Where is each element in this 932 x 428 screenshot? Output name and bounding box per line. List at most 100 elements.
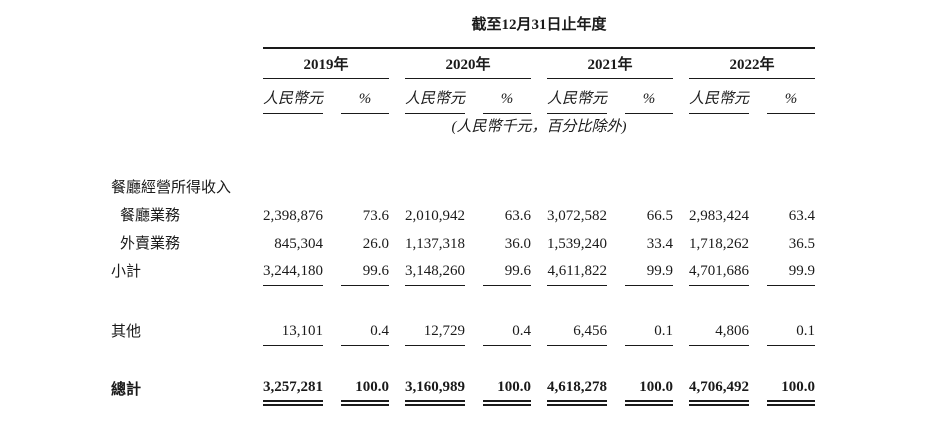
column-spacer: [531, 78, 547, 113]
table-row-subtotal: 小計 3,244,180 99.6 3,148,260 99.6 4,611,822 99.…: [111, 257, 816, 286]
percent-cell: 100.0: [767, 375, 816, 406]
section-spacer-row: [111, 345, 815, 375]
column-spacer: [531, 229, 547, 257]
column-spacer: [465, 317, 483, 345]
column-spacer: [673, 257, 689, 285]
column-spacer: [749, 229, 767, 257]
percent-header-2022: %: [767, 78, 816, 114]
column-spacer: [749, 78, 767, 113]
row-label-restaurant-business: 餐廳業務: [120, 207, 181, 224]
percent-header-2021: %: [625, 78, 673, 114]
amount-header-2020: 人民幣元: [405, 78, 465, 114]
percent-cell: 100.0: [483, 375, 531, 406]
percent-cell: 66.5: [646, 207, 673, 224]
amount-cell: 3,257,281: [263, 375, 323, 406]
column-spacer: [465, 173, 483, 201]
revenue-breakdown-table: 截至12月31日止年度 2019年 2020年 2021年 2022年 人民幣元…: [111, 14, 816, 406]
column-spacer: [323, 173, 341, 201]
percent-cell: 33.4: [646, 235, 673, 252]
amount-cell: 1,137,318: [405, 235, 465, 252]
column-spacer: [673, 201, 689, 229]
label-column-spacer: [111, 14, 263, 48]
year-header-row: 2019年 2020年 2021年 2022年: [111, 48, 816, 79]
column-spacer: [607, 78, 625, 113]
row-label-restaurant-operation-revenue: 餐廳經營所得收入: [111, 179, 232, 196]
amount-cell: 3,072,582: [547, 207, 607, 224]
table-body: 餐廳經營所得收入 餐廳業務 2,398,876 73.6 2,010,942 63.6 3,…: [111, 173, 816, 406]
column-spacer: [607, 375, 625, 403]
percent-cell: 100.0: [341, 375, 389, 406]
amount-cell: 1,539,240: [547, 235, 607, 252]
column-spacer: [607, 257, 625, 285]
amount-cell: 4,806: [689, 317, 749, 346]
amount-cell: [689, 173, 749, 201]
column-spacer: [673, 375, 689, 403]
table-row-others: 其他 13,101 0.4 12,729 0.4 6,456 0.1 4,806 0.1: [111, 317, 816, 346]
row-label-total: 總計: [111, 381, 142, 398]
percent-cell: 99.9: [767, 257, 816, 286]
column-spacer: [389, 229, 405, 257]
amount-cell: 12,729: [405, 317, 465, 346]
amount-cell: 2,010,942: [405, 207, 465, 224]
column-spacer: [673, 229, 689, 257]
column-spacer: [531, 375, 547, 403]
column-spacer: [465, 78, 483, 113]
amount-cell: 4,706,492: [689, 375, 749, 406]
row-label-others: 其他: [111, 323, 142, 340]
table-row-total: 總計 3,257,281 100.0 3,160,989 100.0 4,618,278 1…: [111, 375, 816, 406]
amount-cell: 13,101: [263, 317, 323, 346]
column-spacer: [749, 173, 767, 201]
year-header-2019: 2019年: [263, 48, 389, 79]
label-column-spacer: [111, 78, 263, 113]
column-spacer: [465, 201, 483, 229]
column-spacer: [389, 78, 405, 113]
amount-cell: 3,160,989: [405, 375, 465, 406]
column-spacer: [323, 317, 341, 345]
percent-cell: 0.1: [767, 317, 816, 346]
unit-note: (人民幣千元，百分比除外): [451, 118, 627, 135]
column-spacer: [323, 78, 341, 113]
percent-cell: 36.5: [788, 235, 816, 252]
amount-cell: 6,456: [547, 317, 607, 346]
row-label-delivery-business: 外賣業務: [120, 235, 181, 252]
header-gap: [111, 141, 815, 173]
amount-cell: [547, 173, 607, 201]
column-spacer: [673, 173, 689, 201]
unit-note-row: (人民幣千元，百分比除外): [111, 113, 815, 141]
column-spacer: [749, 201, 767, 229]
percent-cell: 99.9: [625, 257, 673, 286]
percent-cell: [483, 173, 531, 201]
column-spacer: [749, 375, 767, 403]
column-spacer: [323, 375, 341, 403]
percent-header-2020: %: [483, 78, 531, 114]
percent-cell: 73.6: [362, 207, 389, 224]
column-spacer: [531, 257, 547, 285]
percent-cell: [767, 173, 815, 201]
table-row-restaurant-business: 餐廳業務 2,398,876 73.6 2,010,942 63.6 3,072,582 6…: [111, 201, 815, 229]
percent-cell: 99.6: [341, 257, 389, 286]
column-spacer: [531, 48, 547, 78]
amount-cell: 845,304: [274, 235, 323, 252]
subheader-row: 人民幣元 % 人民幣元 % 人民幣元 % 人民幣元 %: [111, 78, 816, 114]
amount-header-2019: 人民幣元: [263, 78, 323, 114]
column-spacer: [323, 229, 341, 257]
column-spacer: [389, 375, 405, 403]
title-row: 截至12月31日止年度: [111, 14, 816, 49]
column-spacer: [749, 317, 767, 345]
year-header-2022: 2022年: [689, 48, 816, 79]
column-spacer: [607, 317, 625, 345]
percent-cell: [625, 173, 673, 201]
column-spacer: [323, 257, 341, 285]
column-spacer: [323, 201, 341, 229]
amount-cell: 4,701,686: [689, 257, 749, 286]
percent-cell: 26.0: [362, 235, 389, 252]
label-column-spacer: [111, 48, 263, 78]
year-header-2021: 2021年: [547, 48, 673, 79]
amount-cell: 3,244,180: [263, 257, 323, 286]
column-spacer: [607, 201, 625, 229]
table-row-delivery-business: 外賣業務 845,304 26.0 1,137,318 36.0 1,539,240 33.…: [111, 229, 815, 257]
amount-cell: 2,398,876: [263, 207, 323, 224]
column-spacer: [607, 173, 625, 201]
row-label-subtotal: 小計: [111, 263, 142, 280]
column-spacer: [607, 229, 625, 257]
